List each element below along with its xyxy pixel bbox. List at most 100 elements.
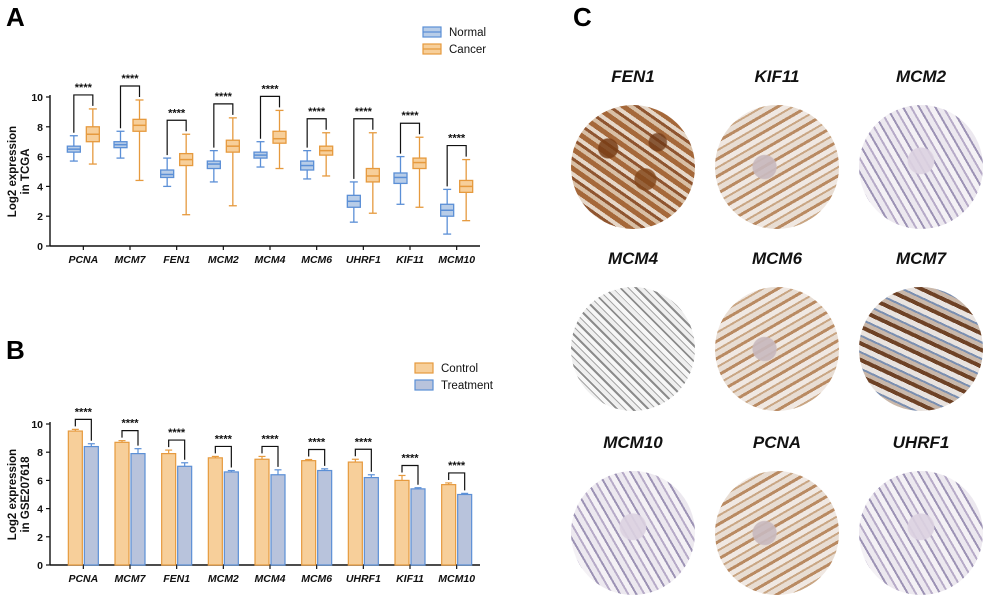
- significance-bracket: [213, 103, 234, 148]
- y-axis-title: Log2 expression: [7, 449, 19, 540]
- significance-label: ****: [355, 106, 373, 118]
- significance-bracket: [119, 85, 141, 129]
- tma-title: UHRF1: [892, 433, 950, 452]
- bar: [347, 461, 363, 566]
- ihc-panel: C FEN1 KIF11 MCM2 MCM4 MCM6 MCM7 MCM10 P…: [555, 0, 1000, 595]
- significance-label: ****: [308, 437, 326, 449]
- tma-core-mcm2: MCM2: [851, 65, 991, 229]
- legend-label: Control: [441, 363, 478, 375]
- tma-core-mcm10: MCM10: [563, 431, 703, 595]
- significance-label: ****: [401, 452, 419, 464]
- significance-bracket: [168, 439, 186, 460]
- x-tick-label: FEN1: [163, 254, 190, 266]
- panel-label: B: [6, 335, 25, 365]
- y-axis-title: Log2 expression: [7, 126, 19, 217]
- significance-label: ****: [215, 433, 233, 445]
- tma-title: MCM6: [751, 249, 803, 268]
- x-tick-label: PCNA: [68, 254, 98, 266]
- legend-label: Cancer: [449, 44, 486, 56]
- y-tick-label: 8: [37, 122, 43, 134]
- tissue-core-image: [859, 105, 983, 229]
- tma-title: MCM4: [607, 249, 659, 268]
- significance-label: ****: [448, 460, 466, 472]
- x-tick-label: MCM2: [208, 573, 239, 585]
- tissue-core-image: [715, 287, 839, 411]
- y-tick-label: 0: [37, 560, 43, 572]
- tma-core-pcna: PCNA: [707, 431, 847, 595]
- x-tick-label: MCM6: [301, 254, 332, 266]
- significance-label: ****: [401, 110, 419, 122]
- significance-bracket: [308, 448, 326, 466]
- tma-title: KIF11: [754, 67, 800, 86]
- significance-label: ****: [448, 133, 466, 145]
- significance-label: ****: [261, 433, 279, 445]
- bar: [270, 474, 286, 566]
- bar: [301, 460, 317, 566]
- bar: [254, 458, 270, 566]
- x-tick-label: MCM4: [255, 573, 286, 585]
- bar: [177, 465, 193, 566]
- panel-label-c: C: [573, 2, 592, 32]
- y-tick-label: 10: [31, 92, 43, 104]
- significance-bracket: [261, 445, 279, 467]
- y-tick-label: 4: [37, 181, 43, 193]
- tma-title: PCNA: [752, 433, 802, 452]
- tma-title: MCM2: [895, 67, 947, 86]
- box-plot-tcga: A Log2 expression in TCGA 0 2 4 6 8 10 PCNA **** MC…: [6, 2, 486, 266]
- tissue-core-image: [715, 471, 839, 595]
- tissue-core-image: [571, 287, 695, 411]
- tma-core-mcm7: MCM7: [851, 247, 991, 411]
- x-tick-label: MCM7: [115, 254, 147, 266]
- legend-swatch: [414, 362, 434, 374]
- significance-bracket: [399, 122, 421, 154]
- tissue-core-image: [571, 471, 695, 595]
- y-tick-label: 2: [37, 211, 43, 223]
- y-tick-label: 10: [31, 419, 43, 431]
- tma-core-uhrf1: UHRF1: [851, 431, 991, 595]
- bar-chart-gse207618: B Log2 expression in GSE207618 0 2 4 6 8 10 PCNA *…: [6, 335, 494, 585]
- significance-label: ****: [261, 83, 279, 95]
- significance-label: ****: [215, 91, 233, 103]
- y-tick-label: 2: [37, 532, 43, 544]
- x-tick-label: MCM4: [255, 254, 286, 266]
- significance-bracket: [446, 144, 467, 187]
- bar: [441, 484, 457, 566]
- y-axis-title: in GSE207618: [20, 456, 32, 533]
- panel-label: A: [6, 2, 25, 32]
- significance-label: ****: [121, 73, 139, 85]
- legend-label: Normal: [449, 27, 486, 39]
- tma-title: MCM7: [895, 249, 947, 268]
- bar: [457, 493, 473, 566]
- x-tick-label: KIF11: [396, 254, 424, 266]
- y-tick-label: 8: [37, 447, 43, 459]
- tma-core-mcm6: MCM6: [707, 247, 847, 411]
- bar: [207, 457, 223, 566]
- legend-label: Treatment: [441, 380, 494, 392]
- bar: [317, 469, 333, 566]
- tma-title: MCM10: [603, 433, 663, 452]
- y-tick-label: 6: [37, 475, 43, 487]
- tma-core-mcm4: MCM4: [563, 247, 703, 411]
- tissue-core-image: [859, 471, 983, 595]
- tma-core-kif11: KIF11: [707, 65, 847, 229]
- significance-label: ****: [75, 406, 93, 418]
- bar: [161, 453, 177, 566]
- significance-bracket: [259, 95, 281, 139]
- significance-bracket: [353, 118, 374, 179]
- x-tick-label: MCM6: [301, 573, 332, 585]
- tissue-core-image: [571, 105, 695, 229]
- tma-title: FEN1: [611, 67, 655, 86]
- significance-bracket: [354, 448, 372, 472]
- significance-label: ****: [168, 427, 186, 439]
- tma-core-fen1: FEN1: [563, 65, 703, 229]
- significance-bracket: [121, 430, 139, 446]
- x-tick-label: MCM10: [438, 573, 475, 585]
- significance-bracket: [306, 118, 327, 148]
- tissue-core-image: [715, 105, 839, 229]
- significance-label: ****: [355, 436, 373, 448]
- x-tick-label: MCM2: [208, 254, 239, 266]
- bar: [223, 471, 239, 566]
- box: [272, 130, 287, 144]
- y-axis-title: in TCGA: [20, 149, 32, 195]
- significance-label: ****: [168, 107, 186, 119]
